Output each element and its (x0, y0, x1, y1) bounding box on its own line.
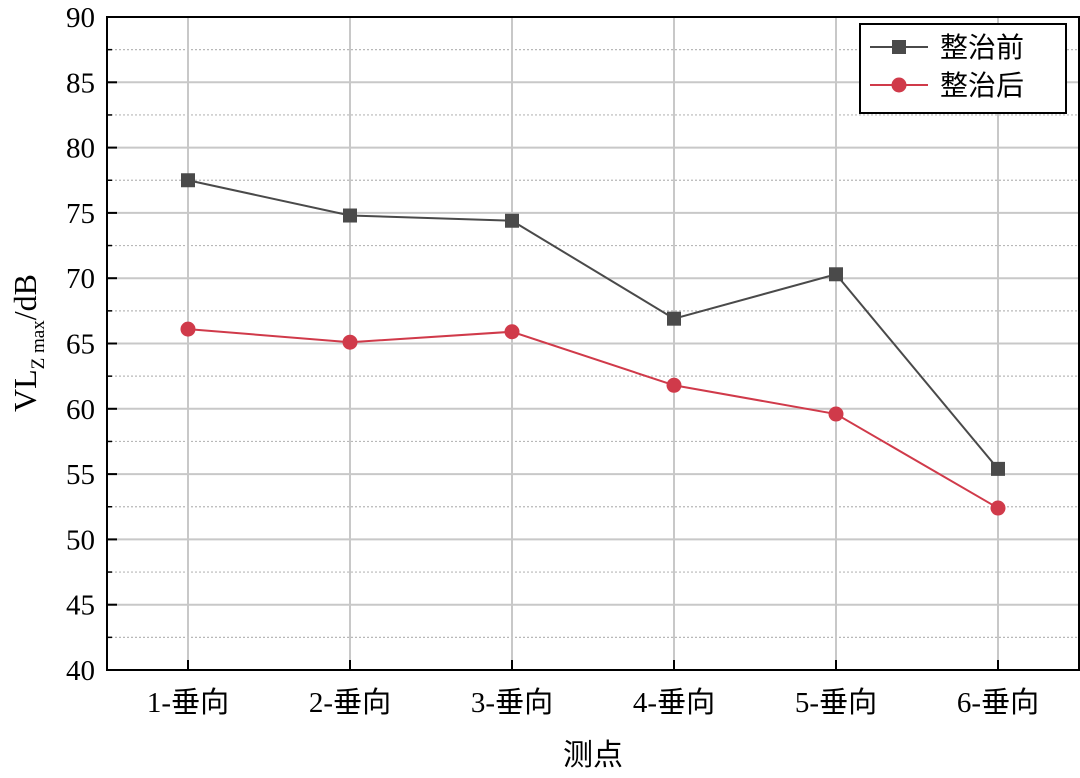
y-tick-label: 85 (66, 67, 95, 99)
y-tick-label: 65 (66, 329, 95, 361)
x-tick-label: 6-垂向 (957, 686, 1039, 719)
y-tick-label: 70 (66, 263, 95, 295)
y-tick-label: 75 (66, 198, 95, 230)
x-tick-label: 4-垂向 (633, 686, 715, 719)
series-1 (181, 173, 1005, 476)
x-tick-label: 2-垂向 (309, 686, 391, 719)
legend-label: 整治前 (940, 31, 1024, 64)
series-line (187, 328, 999, 509)
series-2 (180, 321, 1006, 516)
data-point (342, 334, 358, 350)
y-tick-label: 40 (66, 655, 95, 687)
y-tick-label: 45 (66, 590, 95, 622)
data-point (504, 324, 520, 340)
series-line (187, 179, 999, 470)
series (180, 173, 1006, 516)
x-axis-title: 测点 (563, 738, 623, 773)
legend-marker (892, 40, 906, 54)
y-tick-label: 55 (66, 459, 95, 491)
data-point (666, 377, 682, 393)
y-tick-label: 90 (66, 2, 95, 34)
grid (107, 17, 1079, 670)
y-axis-title-subscript: Z max (28, 320, 49, 370)
y-axis-title-suffix: /dB (7, 274, 43, 320)
data-point (829, 267, 843, 282)
legend-box (859, 23, 1067, 114)
legend-label: 整治后 (940, 69, 1024, 102)
y-tick-label: 50 (66, 524, 95, 556)
legend-entry-1: 整治前 (870, 31, 1024, 64)
data-point (991, 461, 1005, 476)
data-point (505, 213, 519, 228)
y-tick-label: 80 (66, 133, 95, 165)
data-point (180, 321, 196, 337)
legend-marker (891, 77, 907, 93)
y-tick-label: 60 (66, 394, 95, 426)
legend-entry-2: 整治后 (870, 69, 1024, 102)
y-axis-title-main: VL (7, 369, 43, 412)
data-point (828, 406, 844, 422)
data-point (181, 173, 195, 188)
data-point (667, 311, 681, 326)
x-tick-label: 5-垂向 (795, 686, 877, 719)
y-axis-title: VLZ max/dB (7, 274, 49, 412)
data-point (343, 208, 357, 223)
x-tick-label: 3-垂向 (471, 686, 553, 719)
data-point (990, 500, 1006, 516)
x-tick-label: 1-垂向 (147, 686, 229, 719)
axis-ticks: 40 45 50 55 60 65 70 75 80 85 90 1-垂向 2-垂向 3-垂向 4-垂向 5-… (66, 2, 1039, 719)
